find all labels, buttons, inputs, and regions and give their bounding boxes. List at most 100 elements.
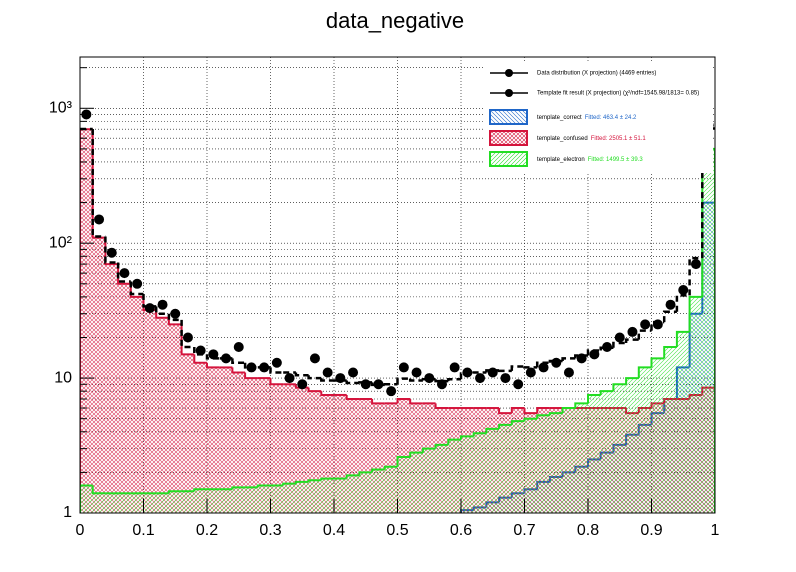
template-step (510, 407, 525, 414)
data-point (182, 332, 193, 343)
data-point (538, 362, 549, 373)
template-fit-label: Fitted: 2505.1 ± 51.1 (591, 136, 647, 142)
fit-step (688, 256, 703, 296)
fit-step (91, 129, 106, 238)
template-step (104, 237, 119, 266)
template-bin (651, 358, 665, 513)
chart-title: data_negative (326, 8, 464, 33)
template-bin (588, 394, 601, 513)
template-bin (130, 296, 144, 513)
template-bin (524, 418, 538, 513)
fit-step (396, 377, 411, 385)
fit-step (320, 378, 334, 382)
data-point (665, 299, 676, 310)
template-bin (575, 403, 588, 513)
data-point (602, 342, 613, 353)
template-name: template_correct (537, 115, 582, 121)
legend-marker (505, 89, 513, 97)
data-point (576, 353, 587, 364)
template-bin (92, 237, 106, 513)
template-fit-label: Fitted: 463.4 ± 24.2 (585, 115, 637, 121)
legend-swatch (489, 151, 528, 167)
data-point (132, 278, 143, 289)
template-step (294, 480, 309, 484)
template-bin (130, 493, 144, 513)
template-bin (702, 148, 715, 513)
data-point (678, 284, 689, 295)
template-step (320, 477, 334, 481)
x-tick-label: 0.9 (640, 522, 662, 539)
data-point (640, 319, 651, 330)
template-bin (257, 485, 271, 513)
template-step (307, 387, 322, 393)
legend-label: Data distribution (X projection) (4469 e… (537, 71, 656, 77)
template-bin (232, 372, 246, 513)
data-point (614, 332, 625, 343)
x-tick-label: 0.2 (196, 522, 218, 539)
template-bin (562, 408, 576, 513)
fit-step (104, 236, 119, 264)
template-step (167, 490, 182, 494)
template-step (307, 479, 322, 482)
template-bin (511, 421, 525, 513)
data-point (271, 357, 282, 368)
data-point (297, 379, 308, 390)
template-bin (118, 493, 131, 513)
template-bin (486, 428, 500, 513)
template-step (650, 357, 665, 368)
legend-label: template_confused Fitted: 2505.1 ± 51.1 (537, 136, 646, 142)
fit-step (561, 357, 576, 361)
template-step (91, 485, 106, 495)
template-bin (168, 324, 182, 513)
template-step (675, 330, 690, 348)
data-point (94, 214, 105, 225)
data-point (284, 373, 295, 384)
template-bin (257, 378, 271, 513)
data-point (335, 373, 346, 384)
template-step (460, 435, 474, 440)
data-point (551, 357, 562, 368)
template-step (383, 465, 398, 470)
template-fit-label: Fitted: 1499.5 ± 39.3 (588, 157, 644, 163)
fit-step (612, 341, 627, 348)
template-step (345, 394, 360, 400)
x-tick-label: 0.8 (577, 522, 599, 539)
template-step (345, 474, 360, 479)
template-bin (245, 378, 258, 513)
data-point (309, 353, 320, 364)
fit-step (294, 372, 309, 377)
fit-step (383, 383, 398, 386)
template-step (587, 393, 601, 404)
template-step (561, 407, 576, 414)
template-bin (689, 296, 703, 513)
template-bin (499, 424, 512, 513)
data-point (322, 367, 333, 378)
fit-step (624, 338, 639, 344)
template-step (510, 420, 525, 425)
x-tick-label: 0.1 (132, 522, 154, 539)
template-bin (270, 485, 284, 513)
template-step (320, 391, 334, 396)
fit-step (637, 329, 652, 340)
template-step (536, 407, 550, 414)
y-tick-label: 10³ (49, 100, 73, 117)
template-bin (219, 489, 233, 513)
template-bin (118, 283, 131, 513)
template-bin (105, 264, 119, 513)
template-bin (334, 478, 347, 513)
template-step (548, 412, 563, 416)
x-tick-label: 1 (711, 522, 720, 539)
template-bin (156, 317, 169, 513)
legend-swatch (489, 109, 528, 125)
template-bin (143, 493, 157, 513)
fit-step (154, 306, 169, 315)
template-bin (283, 384, 296, 513)
template-step (193, 488, 207, 492)
template-step (117, 264, 131, 285)
legend: Data distribution (X projection) (4469 e… (485, 63, 713, 173)
fit-step (167, 313, 182, 322)
template-step (498, 423, 512, 429)
data-point (144, 303, 155, 314)
legend-label: Template fit result (X projection) (χ²/n… (537, 91, 699, 97)
fit-step (701, 127, 715, 259)
